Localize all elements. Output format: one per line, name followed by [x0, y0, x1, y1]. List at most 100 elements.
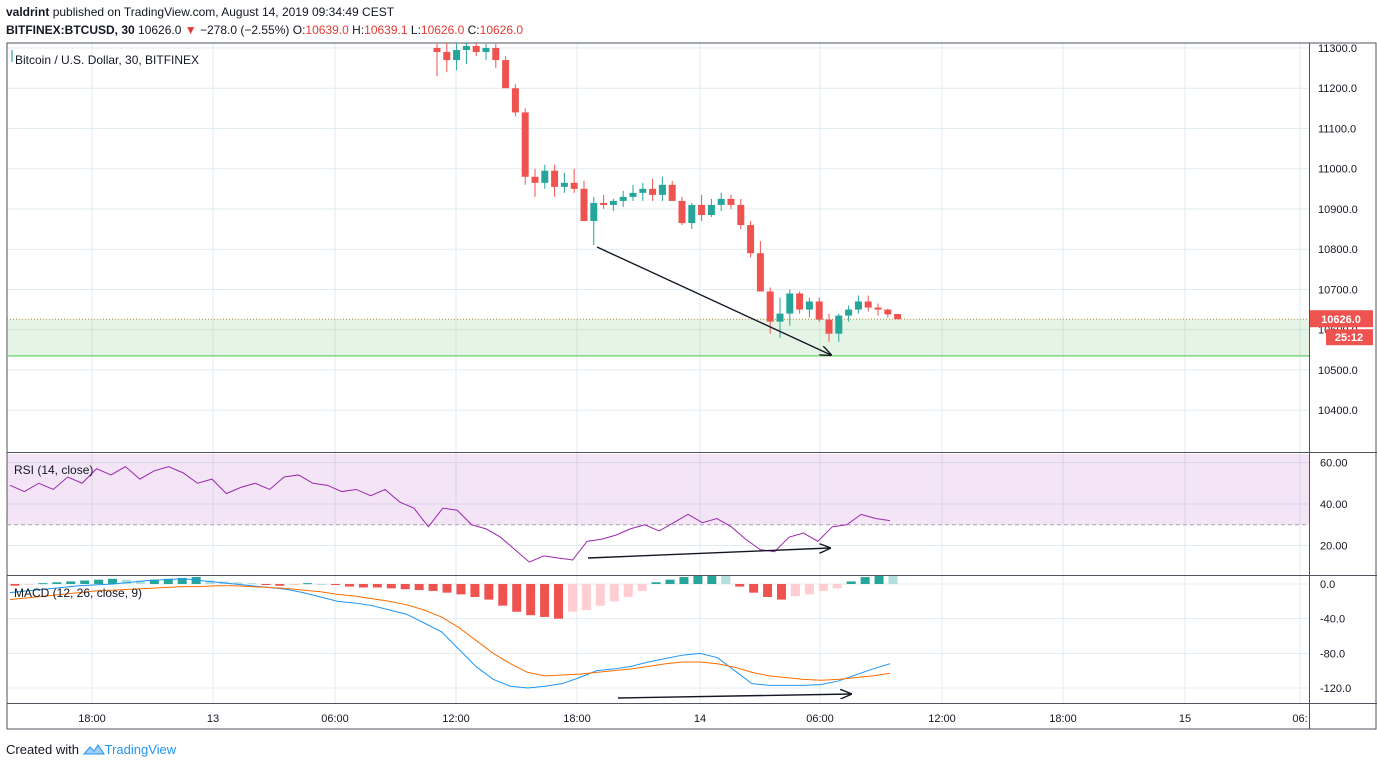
candle-body	[678, 200, 686, 224]
macd-histogram-bar	[386, 584, 396, 589]
footer: Created with TradingView	[6, 742, 176, 757]
candles-group	[433, 43, 902, 342]
candle-body	[492, 48, 500, 61]
macd-histogram-bar	[707, 576, 717, 584]
candle-body	[619, 196, 627, 201]
candle-body	[805, 301, 813, 310]
macd-line	[9, 578, 891, 689]
candle-body	[776, 313, 784, 322]
candle-body	[590, 202, 598, 222]
price-tick-label: 10500.0	[1318, 365, 1358, 377]
macd-histogram-bar	[777, 584, 787, 600]
support-zone	[7, 319, 1309, 356]
macd-histogram-bar	[10, 584, 20, 586]
macd-histogram-bar	[94, 579, 104, 584]
macd-histogram-bar	[331, 584, 341, 585]
macd-divergence-arrow	[617, 694, 851, 698]
candle-body	[541, 170, 549, 183]
time-tick-label: 06:00	[806, 713, 834, 725]
rsi-tick-label: 40.00	[1320, 499, 1348, 511]
rsi-band	[7, 454, 1309, 525]
macd-histogram-bar	[289, 584, 299, 585]
macd-histogram-bar	[121, 579, 131, 584]
open-label: O:	[292, 23, 306, 37]
macd-histogram-bar	[358, 584, 368, 588]
macd-histogram-bar	[317, 584, 327, 585]
time-tick-label: 18:00	[78, 713, 106, 725]
candle-body	[629, 192, 637, 197]
candle-body	[570, 182, 578, 189]
price-axes: 11300.0 11200.0 11100.0 11000.0 10900.0 10800…	[78, 43, 1373, 725]
candle-body	[668, 184, 676, 201]
price-tick-label: 10900.0	[1318, 204, 1358, 216]
macd-histogram-bar	[846, 581, 856, 584]
macd-histogram-bar	[512, 584, 522, 612]
macd-histogram-bar	[205, 580, 215, 584]
candle-body	[698, 204, 706, 215]
candle-body	[580, 188, 588, 222]
macd-histogram-bar	[804, 584, 814, 595]
macd-histogram-bar	[526, 584, 536, 616]
macd-histogram-bar	[275, 584, 285, 586]
price-change: −278.0 (−2.55%)	[200, 23, 290, 37]
macd-tick-label: 0.0	[1320, 579, 1335, 591]
rsi-divergence-arrow	[587, 548, 830, 559]
candle-body	[600, 202, 608, 205]
time-tick-label: 14	[694, 713, 706, 725]
close-value: 10626.0	[479, 23, 524, 37]
candle-body	[560, 182, 568, 187]
macd-histogram-bar	[303, 583, 313, 585]
candle-body	[717, 198, 725, 205]
tradingview-brand[interactable]: TradingView	[104, 742, 177, 757]
low-value: 10626.0	[420, 23, 465, 37]
macd-tick-label: -80.0	[1320, 648, 1345, 660]
trend-drawings	[587, 246, 851, 698]
highlight-zones	[7, 318, 1309, 526]
rsi-series	[9, 466, 891, 563]
price-tick-label: 11300.0	[1318, 43, 1357, 55]
macd-histogram-bar	[567, 584, 577, 612]
macd-histogram-bar	[637, 584, 647, 591]
chart-frame	[6, 42, 1377, 730]
macd-histogram-bar	[66, 581, 76, 584]
macd-histogram-bar	[38, 583, 48, 585]
rsi-line	[9, 466, 891, 563]
price-tick-label: 11100.0	[1318, 123, 1356, 135]
candle-body	[453, 50, 461, 61]
candle-body	[688, 204, 696, 224]
macd-histogram-bar	[554, 584, 564, 619]
price-tick-label: 11200.0	[1318, 83, 1357, 95]
price-tick-label: 10700.0	[1318, 284, 1358, 296]
macd-histogram-bar	[400, 584, 410, 590]
price-tick-label: 11000.0	[1318, 164, 1357, 176]
macd-histogram-bar	[456, 584, 466, 595]
last-price: 10626.0	[138, 23, 182, 37]
candle-body	[443, 52, 451, 61]
candle-body	[894, 313, 902, 320]
candlestick-series	[11, 43, 902, 342]
candle-body	[747, 225, 755, 254]
candle-body	[521, 112, 529, 177]
macd-histogram-bar	[442, 584, 452, 593]
macd-pane-title: MACD (12, 26, close, 9)	[14, 586, 142, 600]
candle-body	[727, 198, 735, 205]
macd-series	[9, 576, 898, 689]
macd-histogram-bar	[163, 578, 173, 584]
macd-histogram-bar	[609, 584, 619, 602]
candle-body	[649, 188, 657, 195]
time-tick-label: 18:00	[1049, 713, 1077, 725]
macd-histogram-bar	[888, 576, 898, 584]
macd-histogram-bar	[233, 582, 243, 584]
macd-histogram-bar	[763, 584, 773, 597]
macd-histogram-bar	[498, 584, 508, 606]
macd-histogram-bar	[651, 582, 661, 584]
macd-histogram-bar	[428, 584, 438, 591]
macd-histogram-bar	[623, 584, 633, 597]
macd-histogram-bar	[52, 582, 62, 584]
time-tick-label: 12:00	[928, 713, 956, 725]
grid-lines	[7, 43, 1309, 703]
open-value: 10639.0	[305, 23, 349, 37]
candle-body	[874, 307, 882, 310]
author-name[interactable]: valdrint	[6, 5, 50, 19]
